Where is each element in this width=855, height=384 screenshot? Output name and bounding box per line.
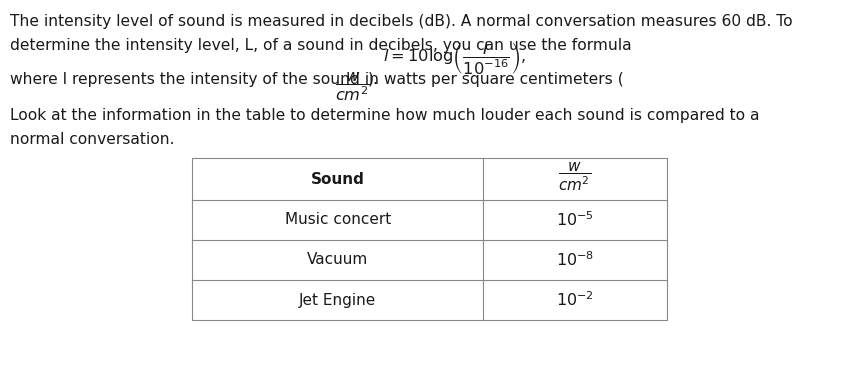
Text: Look at the information in the table to determine how much louder each sound is : Look at the information in the table to … — [10, 108, 759, 123]
Text: $\dfrac{w}{cm^2}$: $\dfrac{w}{cm^2}$ — [558, 161, 592, 193]
Bar — [192, 158, 667, 320]
Text: Sound: Sound — [310, 172, 365, 187]
Text: $\dfrac{w}{cm^2}$: $\dfrac{w}{cm^2}$ — [335, 70, 370, 103]
Text: determine the intensity level, L, of a sound in decibels, you can use the formul: determine the intensity level, L, of a s… — [10, 38, 636, 53]
Text: The intensity level of sound is measured in decibels (dB). A normal conversation: The intensity level of sound is measured… — [10, 14, 793, 29]
Text: $10^{-2}$: $10^{-2}$ — [556, 291, 594, 310]
Text: ).: ). — [368, 72, 379, 87]
Text: Music concert: Music concert — [285, 212, 391, 227]
Text: normal conversation.: normal conversation. — [10, 132, 174, 147]
Text: $l = 10\log\!\left(\dfrac{I}{10^{-16}}\right),$: $l = 10\log\!\left(\dfrac{I}{10^{-16}}\r… — [383, 40, 526, 76]
Text: Vacuum: Vacuum — [307, 253, 369, 268]
Text: $10^{-8}$: $10^{-8}$ — [556, 251, 594, 269]
Text: $10^{-5}$: $10^{-5}$ — [556, 211, 594, 229]
Text: Jet Engine: Jet Engine — [299, 293, 376, 308]
Text: where I represents the intensity of the sound in watts per square centimeters (: where I represents the intensity of the … — [10, 72, 624, 87]
